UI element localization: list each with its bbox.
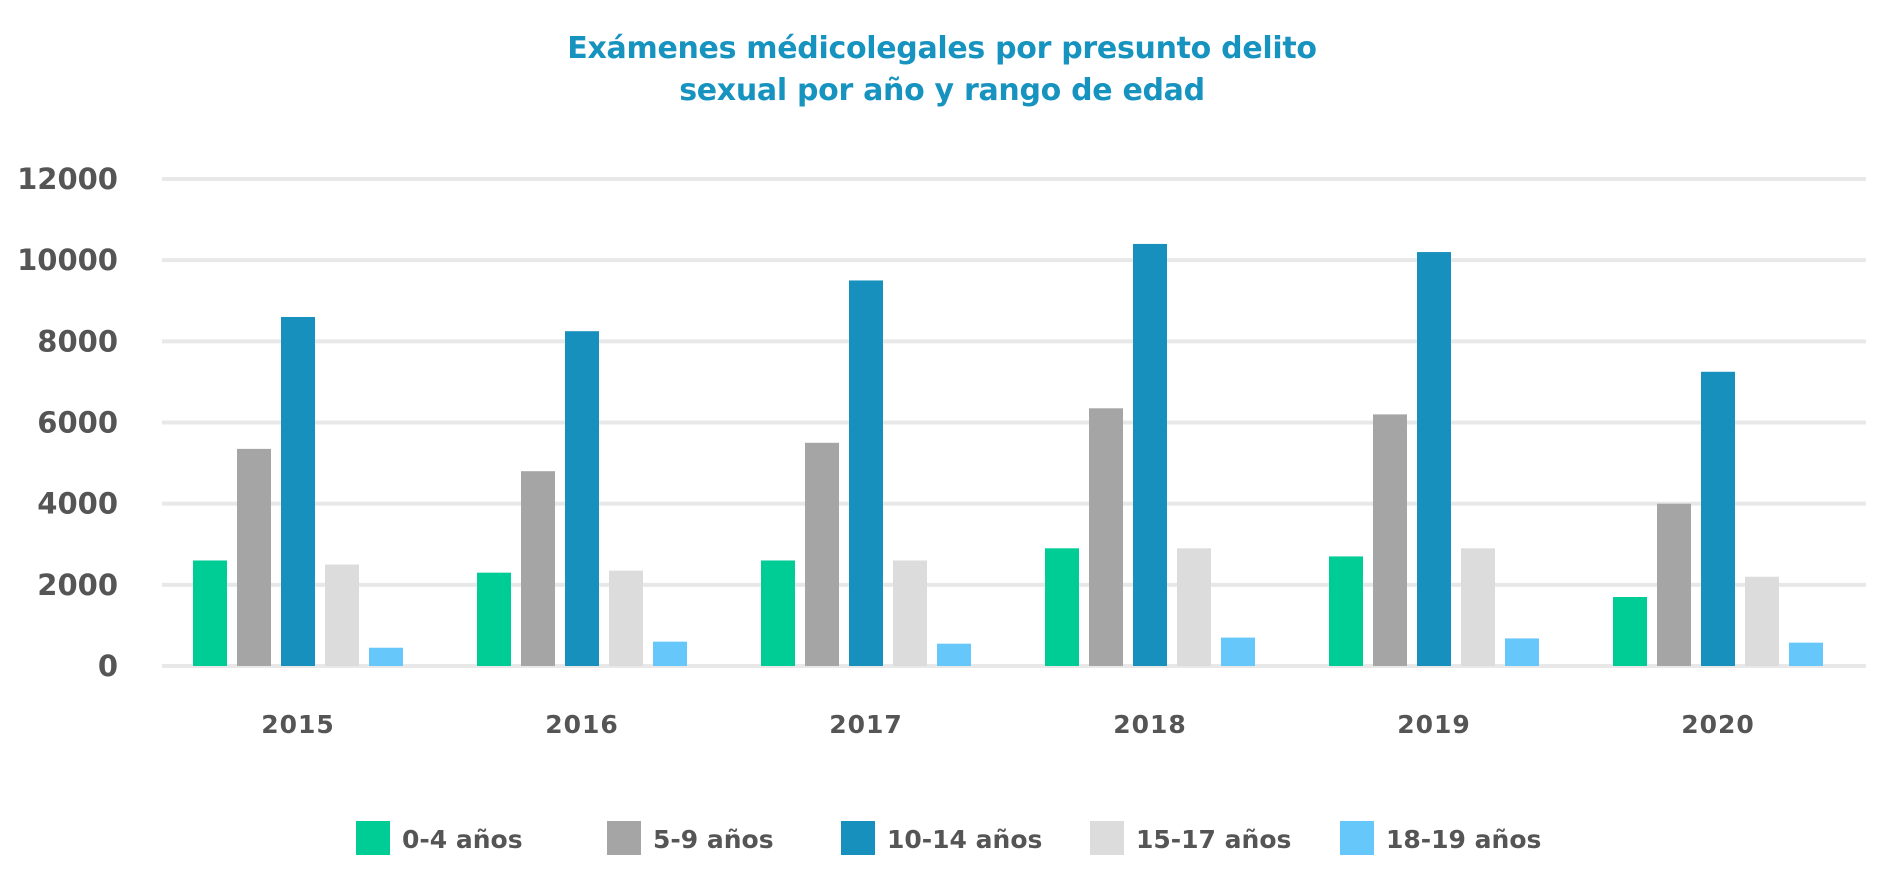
legend-label: 0-4 años [402, 825, 523, 854]
legend-swatch [1340, 821, 1374, 855]
x-tick-label: 2017 [829, 710, 903, 739]
x-tick-label: 2016 [545, 710, 619, 739]
bars [193, 243, 1823, 667]
bar-2020-5-9-anos [1657, 503, 1691, 666]
bar-2017-18-19-anos [937, 643, 971, 666]
bar-2019-0-4-anos [1329, 556, 1363, 666]
bar-2019-5-9-anos [1373, 414, 1407, 666]
bar-2017-10-14-anos [849, 280, 883, 666]
bar-2015-15-17-anos [325, 564, 359, 666]
bar-2017-5-9-anos [805, 442, 839, 666]
legend-swatch [1090, 821, 1124, 855]
x-tick-label: 2018 [1113, 710, 1187, 739]
y-axis: 0 2000 4000 6000 8000 10000 12000 [17, 162, 118, 683]
y-tick-label: 12000 [17, 162, 118, 196]
y-tick-label: 10000 [17, 243, 118, 277]
bar-2020-10-14-anos [1701, 371, 1735, 666]
legend-item: 0-4 años [356, 821, 523, 855]
legend-swatch [607, 821, 641, 855]
chart-title: Exámenes médicolegales por presunto deli… [0, 28, 1884, 112]
bar-2018-5-9-anos [1089, 408, 1123, 666]
bar-2017-0-4-anos [761, 560, 795, 666]
bar-2020-15-17-anos [1745, 576, 1779, 666]
legend-swatch [841, 821, 875, 855]
bar-2019-10-14-anos [1417, 252, 1451, 667]
legend-label: 18-19 años [1386, 825, 1541, 854]
bar-2019-15-17-anos [1461, 548, 1495, 666]
legend: 0-4 años 5-9 años 10-14 años 15-17 años 18-1… [356, 821, 1541, 855]
x-tick-label: 2019 [1397, 710, 1471, 739]
y-tick-label: 0 [98, 649, 118, 683]
bar-2020-0-4-anos [1613, 597, 1647, 666]
bar-2017-15-17-anos [893, 560, 927, 666]
gridlines [162, 177, 1866, 668]
legend-item: 18-19 años [1340, 821, 1541, 855]
chart-title-line-1: Exámenes médicolegales por presunto deli… [567, 31, 1317, 66]
bar-2018-0-4-anos [1045, 548, 1079, 666]
legend-swatch [356, 821, 390, 855]
bar-2016-5-9-anos [521, 471, 555, 666]
bar-2015-0-4-anos [193, 560, 227, 666]
chart-title-line-2: sexual por año y rango de edad [679, 73, 1205, 108]
bar-2016-18-19-anos [653, 641, 687, 666]
bar-2018-15-17-anos [1177, 548, 1211, 666]
legend-label: 5-9 años [653, 825, 774, 854]
bar-2020-18-19-anos [1789, 642, 1823, 666]
y-tick-label: 2000 [37, 568, 118, 602]
bar-2019-18-19-anos [1505, 638, 1539, 666]
legend-label: 10-14 años [887, 825, 1042, 854]
bar-2016-10-14-anos [565, 331, 599, 666]
legend-label: 15-17 años [1136, 825, 1291, 854]
bar-2018-10-14-anos [1133, 243, 1167, 666]
legend-item: 10-14 años [841, 821, 1042, 855]
y-tick-label: 8000 [37, 324, 118, 358]
bar-2016-0-4-anos [477, 572, 511, 666]
legend-item: 5-9 años [607, 821, 774, 855]
x-tick-label: 2020 [1681, 710, 1755, 739]
y-tick-label: 6000 [37, 406, 118, 440]
x-tick-label: 2015 [261, 710, 335, 739]
bar-2018-18-19-anos [1221, 637, 1255, 666]
bar-2016-15-17-anos [609, 570, 643, 666]
bar-2015-18-19-anos [369, 647, 403, 666]
bar-2015-5-9-anos [237, 448, 271, 666]
x-axis: 2015 2016 2017 2018 2019 2020 [261, 710, 1755, 739]
bar-2015-10-14-anos [281, 316, 315, 666]
y-tick-label: 4000 [37, 487, 118, 521]
legend-item: 15-17 años [1090, 821, 1291, 855]
